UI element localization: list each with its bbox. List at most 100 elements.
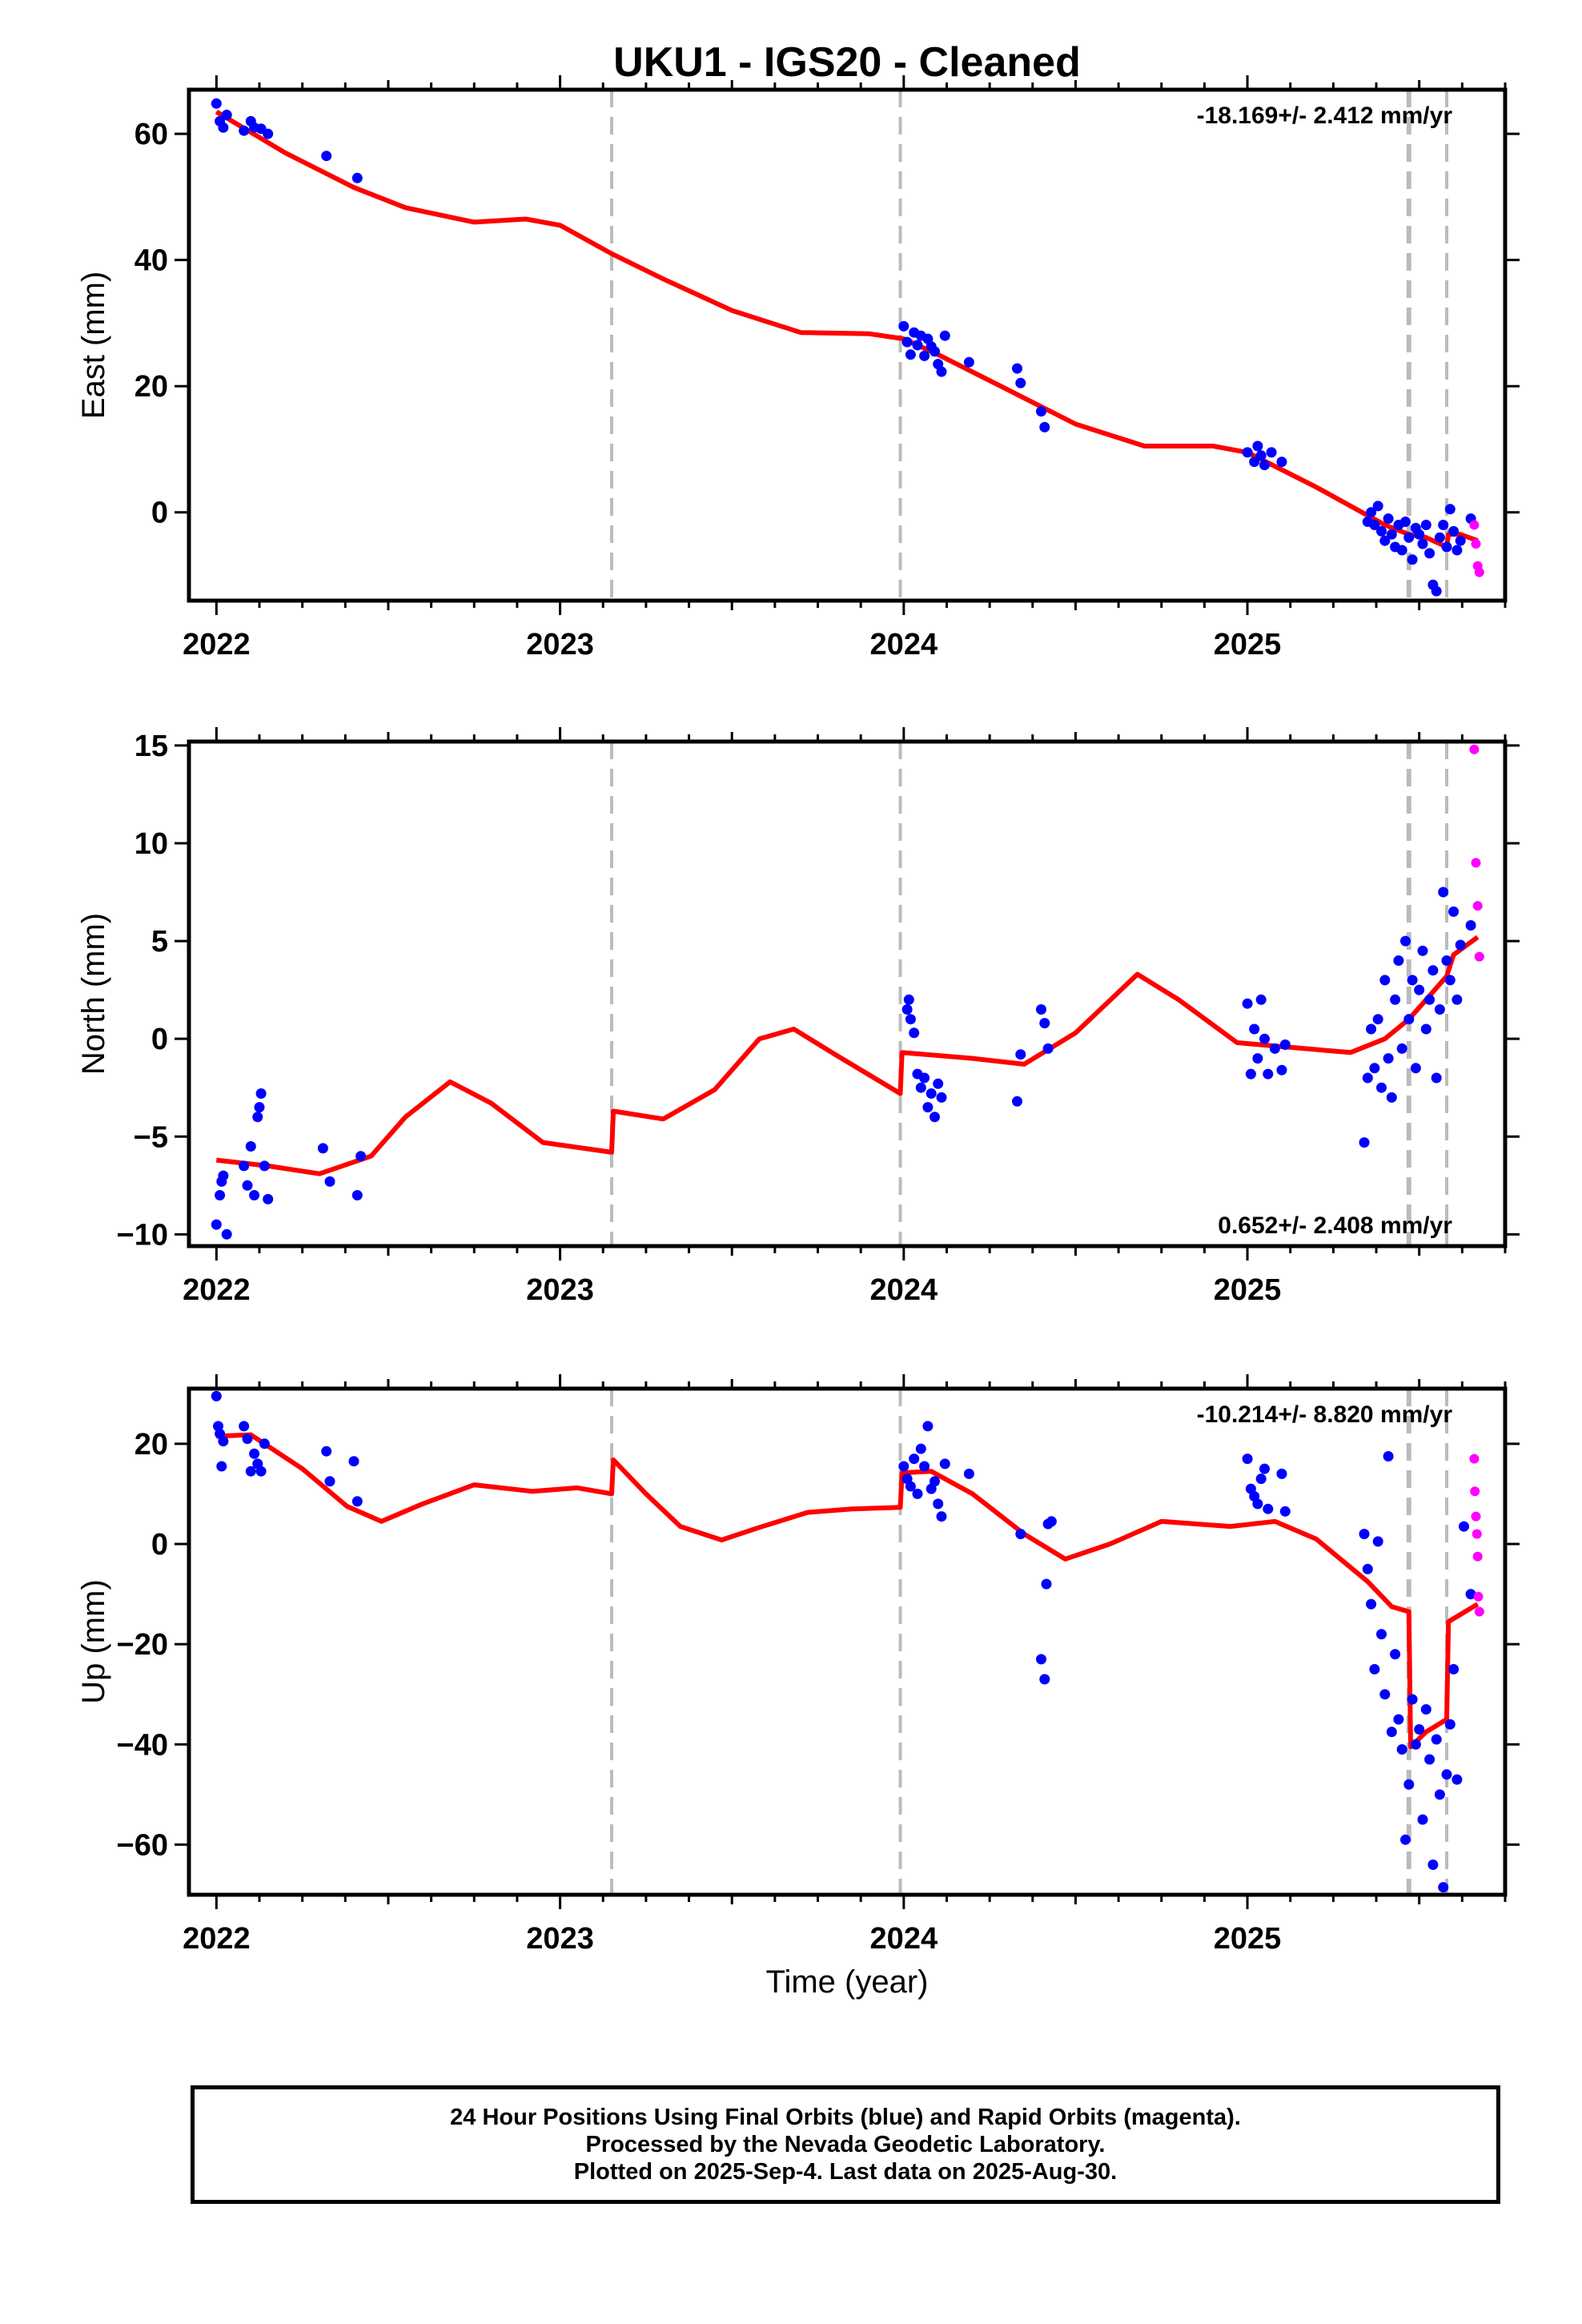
east-final-point <box>1366 507 1377 518</box>
east-final-point <box>1444 504 1456 515</box>
north-final-point <box>355 1151 367 1162</box>
east-final-point <box>912 340 923 351</box>
east-final-point <box>1407 554 1418 565</box>
up-final-point <box>1407 1694 1418 1705</box>
north-final-point <box>1255 994 1267 1005</box>
north-final-point <box>1390 994 1401 1005</box>
north-final-point <box>259 1160 270 1172</box>
chart-title: UKU1 - IGS20 - Cleaned <box>613 39 1081 86</box>
east-final-point <box>905 349 916 360</box>
north-rapid-point <box>1472 901 1483 911</box>
north-final-point <box>1465 920 1476 931</box>
x-tick-label: 2025 <box>1214 1273 1282 1307</box>
east-final-point <box>939 330 950 341</box>
north-final-point <box>317 1143 328 1154</box>
north-final-point <box>1039 1018 1050 1029</box>
up-final-point <box>1046 1516 1057 1527</box>
north-final-point <box>1396 1043 1407 1054</box>
north-final-point <box>1366 1023 1377 1035</box>
east-final-point <box>263 128 274 139</box>
up-final-point <box>1417 1814 1428 1825</box>
up-final-point <box>239 1421 250 1432</box>
up-final-point <box>1242 1454 1253 1465</box>
up-final-point <box>933 1498 944 1510</box>
east-final-point <box>1012 363 1022 374</box>
north-final-point <box>221 1228 232 1240</box>
north-frame <box>187 739 1508 1248</box>
x-tick-label: 2023 <box>526 1922 594 1956</box>
up-model-line <box>216 1432 1480 1750</box>
up-final-point <box>912 1488 923 1499</box>
x-tick-label: 2022 <box>183 1922 251 1956</box>
north-final-point <box>249 1190 260 1200</box>
north-final-point <box>1252 1053 1263 1064</box>
y-tick-label: 40 <box>135 244 168 278</box>
up-final-point <box>1259 1463 1270 1474</box>
north-final-point <box>242 1180 253 1191</box>
up-rate-annotation: -10.214+/- 8.820 mm/yr <box>1197 1401 1453 1428</box>
up-final-point <box>1366 1598 1377 1610</box>
north-final-point <box>1452 994 1463 1005</box>
east-rate-annotation: -18.169+/- 2.412 mm/yr <box>1197 103 1453 129</box>
up-final-point <box>1427 1860 1439 1870</box>
north-final-point <box>1279 1039 1291 1050</box>
north-final-point <box>936 1092 947 1103</box>
east-final-point <box>1383 513 1394 525</box>
up-plot-area <box>211 1389 1484 1895</box>
up-final-point <box>919 1461 930 1472</box>
east-final-point <box>1036 406 1046 417</box>
up-final-point <box>1383 1451 1394 1462</box>
north-final-point <box>1259 1033 1270 1044</box>
north-final-point <box>1376 1082 1387 1093</box>
y-tick-label: −40 <box>117 1728 168 1762</box>
east-final-point <box>1396 545 1407 556</box>
north-final-point <box>1015 1049 1026 1060</box>
north-final-point <box>1249 1023 1260 1035</box>
up-final-point <box>909 1454 920 1465</box>
up-final-point <box>348 1456 359 1467</box>
y-tick-label: −60 <box>117 1828 168 1862</box>
north-final-point <box>919 1072 930 1084</box>
x-tick-label: 2024 <box>870 628 938 661</box>
up-final-point <box>939 1458 950 1470</box>
up-final-point <box>245 1466 256 1477</box>
east-final-point <box>1369 520 1380 530</box>
east-final-point <box>901 336 913 348</box>
up-final-point <box>1386 1727 1397 1738</box>
north-final-point <box>239 1160 250 1172</box>
up-final-point <box>324 1476 335 1487</box>
north-rapid-point <box>1469 744 1480 754</box>
up-final-point <box>1444 1719 1456 1730</box>
east-frame <box>187 87 1508 603</box>
east-final-point <box>321 151 332 162</box>
north-final-point <box>926 1088 937 1099</box>
east-final-point <box>1252 440 1263 452</box>
up-rapid-point <box>1471 1511 1481 1522</box>
north-final-point <box>211 1219 222 1230</box>
up-final-point <box>242 1433 253 1445</box>
north-final-point <box>324 1176 335 1187</box>
east-final-point <box>1379 535 1391 546</box>
north-final-point <box>1438 887 1449 898</box>
north-final-point <box>1383 1053 1394 1064</box>
x-tick-label: 2025 <box>1214 628 1282 661</box>
east-final-point <box>1266 447 1277 458</box>
north-final-point <box>1245 1068 1256 1080</box>
east-plot-area <box>211 90 1484 601</box>
up-final-point <box>936 1511 947 1522</box>
north-final-point <box>1042 1043 1054 1054</box>
up-final-point <box>1438 1882 1449 1893</box>
north-final-point <box>1242 998 1253 1009</box>
east-final-point <box>1015 377 1026 388</box>
north-final-point <box>255 1088 267 1099</box>
east-final-point <box>1259 460 1270 471</box>
north-final-point <box>254 1102 265 1113</box>
east-final-point <box>1372 501 1383 512</box>
north-final-point <box>1420 1023 1431 1035</box>
up-final-point <box>1263 1503 1274 1514</box>
east-model-line <box>215 110 1479 549</box>
up-final-point <box>211 1390 222 1401</box>
north-final-point <box>215 1190 226 1200</box>
east-y-axis-label: East (mm) <box>76 271 111 419</box>
east-final-point <box>898 320 909 332</box>
